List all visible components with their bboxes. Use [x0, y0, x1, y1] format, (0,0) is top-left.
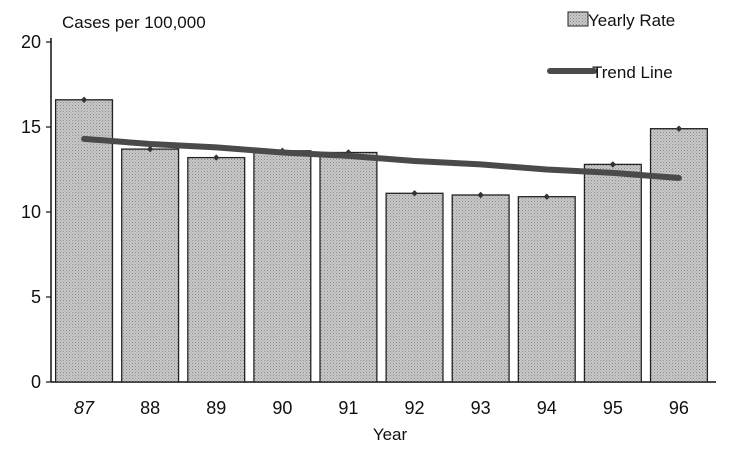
bar-marker	[213, 154, 220, 161]
trend-line-series	[81, 135, 682, 181]
bar-marker	[675, 125, 683, 132]
bar-marker	[146, 145, 154, 153]
bar-96	[649, 128, 709, 383]
bar-90	[253, 150, 312, 383]
x-tick-label: 95	[603, 398, 623, 418]
y-axis-title: Cases per 100,000	[62, 13, 206, 32]
y-tick-label: 20	[21, 32, 41, 52]
y-tick-label: 5	[31, 287, 41, 307]
y-tick-label: 15	[21, 117, 41, 137]
x-axis-title: Year	[373, 425, 408, 444]
x-tick-label: 93	[471, 398, 491, 418]
y-tick-label: 0	[31, 372, 41, 392]
bar-marker	[477, 191, 484, 199]
bar-87	[54, 99, 114, 383]
legend-swatch-yearly-rate	[567, 11, 589, 27]
bar-88	[121, 148, 180, 383]
bar-marker	[411, 190, 418, 197]
y-tick-labels: 0 5 10 15 20	[21, 32, 51, 392]
legend-label-trend-line: Trend Line	[592, 63, 673, 82]
bar-marker	[80, 96, 88, 103]
bar-95	[583, 163, 642, 383]
x-tick-label: 89	[206, 398, 226, 418]
bar-93	[451, 194, 510, 383]
y-tick-label: 10	[21, 202, 41, 222]
x-tick-label: 88	[140, 398, 160, 418]
x-tick-labels: 87 88 89 90 91 92 93 94 95 96	[74, 398, 689, 418]
x-tick-label: 92	[405, 398, 425, 418]
bar-91	[319, 151, 378, 383]
trend-line	[81, 135, 682, 181]
bar-marker	[609, 161, 617, 168]
bar-89	[187, 156, 246, 383]
x-tick-label: 91	[338, 398, 358, 418]
legend-label-yearly-rate: Yearly Rate	[588, 11, 675, 30]
x-tick-label: 96	[669, 398, 689, 418]
x-tick-label: 94	[537, 398, 557, 418]
x-tick-label: 90	[272, 398, 292, 418]
bar-marker	[543, 193, 550, 200]
bar-92	[385, 192, 444, 383]
bar-94	[517, 196, 576, 383]
x-tick-label: 87	[74, 398, 95, 418]
bar-series	[54, 99, 709, 383]
legend: Yearly Rate Trend Line	[547, 11, 675, 82]
